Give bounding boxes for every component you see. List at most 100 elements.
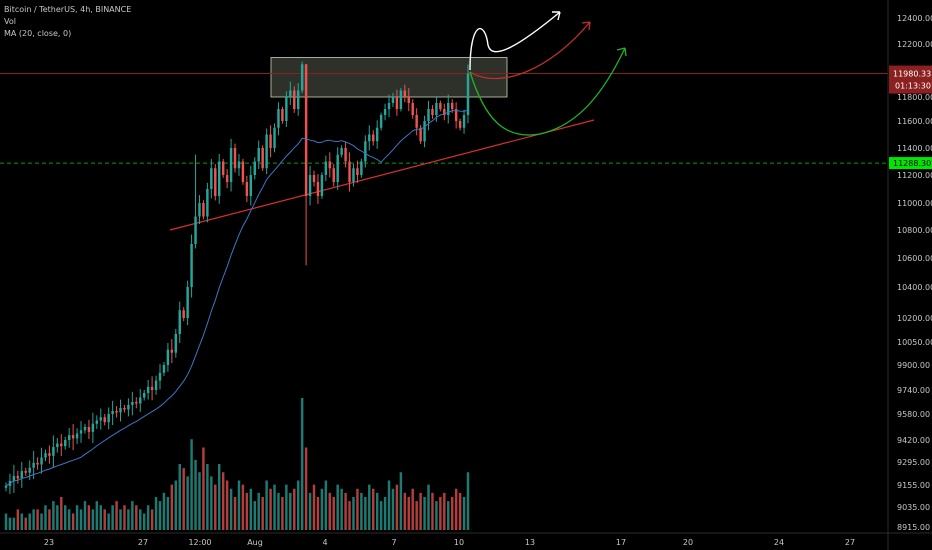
volume-bar [454, 488, 458, 530]
candle-body [308, 175, 312, 196]
price-axis[interactable]: 12400.0012200.0012000.0011800.0011600.00… [887, 0, 932, 550]
volume-bar [233, 497, 237, 530]
volume-bar [265, 480, 268, 530]
candle-body [281, 109, 284, 121]
volume-bar [403, 492, 407, 530]
candle-body [87, 427, 91, 432]
volume-bar [340, 488, 343, 530]
volume-bar [40, 513, 43, 530]
candle-body [364, 141, 367, 162]
volume-bar [178, 464, 181, 530]
volume-bar [320, 488, 324, 530]
candle-body [229, 148, 233, 182]
candle-body [60, 443, 63, 447]
time-axis[interactable]: 23 27 12:00 Aug 4 7 10 13 17 20 24 27 [0, 532, 932, 547]
symbol-title[interactable]: Bitcoin / TetherUS, 4h, BINANCE [4, 5, 132, 14]
volume-bar [111, 505, 114, 530]
candle-body [296, 90, 300, 109]
chart-legend: Bitcoin / TetherUS, 4h, BINANCE Vol MA (… [4, 4, 131, 40]
candle-body [48, 453, 51, 456]
volume-bar [186, 476, 189, 530]
candle-body [237, 161, 241, 169]
candle-body [431, 109, 434, 115]
volume-bar [296, 480, 300, 530]
candle-body [146, 386, 150, 393]
white-projection-arrow[interactable] [469, 11, 561, 71]
candle-body [419, 127, 422, 142]
volume-bar [387, 480, 391, 530]
volume-bar [435, 501, 438, 530]
volume-bar [32, 509, 35, 530]
volume-bar [60, 497, 63, 530]
candle-body [261, 148, 264, 169]
volume-bar [383, 497, 387, 530]
candle-body [273, 127, 276, 148]
volume-bar [210, 476, 213, 530]
ascending-trendline[interactable] [169, 119, 595, 231]
time-tick-label: 23 [44, 538, 54, 547]
volume-indicator-label[interactable]: Vol [4, 17, 16, 26]
price-tick-label: 11000.00 [897, 199, 932, 208]
price-tick-label: 12200.00 [897, 40, 932, 49]
volume-bar [360, 492, 363, 530]
volume-bar [237, 480, 241, 530]
volume-bar [182, 468, 185, 530]
candle-body [202, 203, 205, 217]
volume-bar [202, 447, 205, 530]
volume-bar [261, 497, 264, 530]
volume-bar [257, 492, 260, 530]
candle-body [198, 203, 201, 217]
ma-indicator-label[interactable]: MA (20, close, 0) [4, 29, 72, 38]
volume-bar [56, 505, 59, 530]
candle-body [241, 161, 245, 182]
volume-bar [316, 497, 320, 530]
volume-bar [135, 505, 138, 530]
red-projection-arrow[interactable] [469, 21, 591, 80]
candle-body [24, 471, 27, 473]
volume-bar [87, 505, 91, 530]
green-projection-arrow[interactable] [469, 47, 627, 136]
time-tick-label: 27 [138, 538, 148, 547]
volume-bar [16, 509, 20, 530]
candle-body [75, 433, 79, 439]
volume-bar [103, 509, 106, 530]
candle-body [245, 182, 249, 196]
candle-body [40, 457, 43, 465]
candle-body [107, 414, 110, 423]
volume-bar [198, 472, 201, 530]
candle-body [395, 97, 399, 109]
price-tick-label: 11800.00 [897, 93, 932, 102]
volume-bar [99, 505, 102, 530]
volume-bar [348, 501, 351, 530]
price-tick-label: 9035.00 [897, 503, 930, 512]
candle-body [368, 134, 371, 142]
candle-body [415, 115, 418, 128]
candle-body [372, 134, 375, 142]
support-price-tag: 11288.30 [889, 157, 932, 170]
volume-bar [277, 492, 280, 530]
volume-bar [48, 509, 51, 530]
volume-bar [423, 497, 426, 530]
candle-body [214, 168, 217, 196]
candle-body [285, 97, 288, 121]
current-price-label: 11980.33 [893, 70, 931, 79]
candles [4, 61, 470, 494]
volume-bar [300, 398, 304, 530]
candle-body [336, 154, 339, 182]
candle-body [20, 471, 24, 479]
volume-bar [158, 501, 162, 530]
volume-bar [289, 492, 292, 530]
candle-body [253, 161, 256, 175]
price-tick-label: 11600.00 [897, 117, 932, 126]
volume-bar [229, 488, 233, 530]
candle-body [269, 134, 272, 148]
volume-bar [28, 513, 31, 530]
candle-body [312, 175, 316, 182]
volume-bar [241, 484, 245, 530]
candle-body [458, 121, 462, 128]
volume-bar [190, 439, 193, 530]
volume-bar [395, 484, 399, 530]
volume-bar [462, 497, 466, 530]
volume-bar [170, 484, 174, 530]
